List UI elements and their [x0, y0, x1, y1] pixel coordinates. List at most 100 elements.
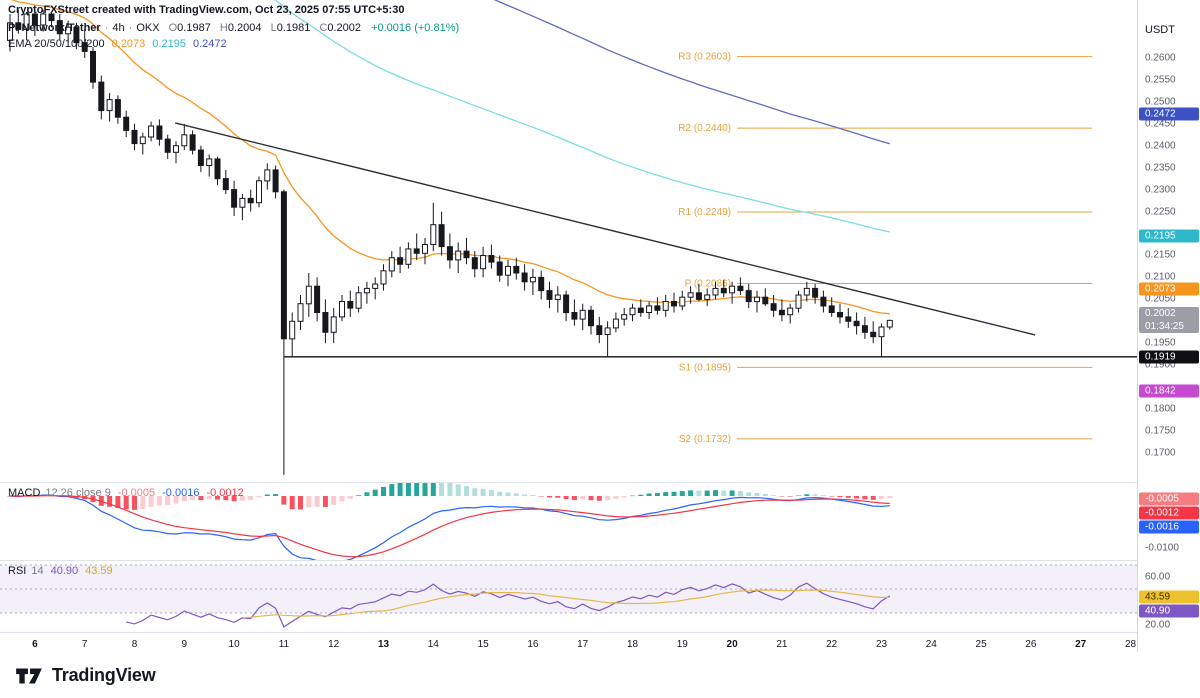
time-axis-label: 16: [527, 639, 539, 650]
time-axis-label: 6: [32, 639, 38, 650]
legend-value: 40.90: [50, 565, 79, 577]
pivot-label: R1 (0.2249): [678, 207, 731, 218]
close-key: C: [319, 22, 328, 34]
candle-countdown: 01:34:25: [1145, 321, 1184, 333]
attribution-text: CryptoFXStreet created with TradingView.…: [8, 4, 405, 16]
axis-tick-label: 60.00: [1145, 571, 1171, 583]
time-axis-label: 11: [278, 639, 290, 650]
time-axis-label: 21: [776, 639, 788, 650]
axis-tick-label: 0.2150: [1145, 249, 1176, 261]
time-axis-label: 22: [826, 639, 838, 650]
legend-value: 43.59: [85, 565, 113, 577]
tradingview-logo-icon[interactable]: [14, 661, 44, 691]
rsi-band: [0, 565, 1137, 613]
axis-tick-label: 0.2050: [1145, 293, 1176, 305]
macd-label: MACD: [8, 487, 41, 499]
interval-label[interactable]: 4h: [112, 22, 125, 34]
high-key: H: [219, 22, 228, 34]
exchange-label: OKX: [136, 22, 160, 34]
axis-tick-label: 0.2100: [1145, 271, 1176, 283]
time-axis-label: 10: [228, 639, 240, 650]
ema-mid-line: [273, 0, 890, 233]
time-axis-label: 25: [975, 639, 987, 650]
axis-badge: 0.1842: [1139, 384, 1199, 398]
legend-value: 0.2472: [192, 38, 227, 50]
pivot-label: P (0.2086): [685, 279, 732, 290]
pivot-label: R2 (0.2440): [678, 123, 731, 134]
axis-badge: -0.0016: [1139, 520, 1199, 534]
rsi-legend[interactable]: RSI 14 40.90 43.59: [8, 565, 113, 577]
time-axis-label: 15: [477, 639, 489, 650]
price-pane-canvas[interactable]: R3 (0.2603) R2 (0.2440) R1 (0.2249) P (0.20…: [0, 0, 1137, 482]
axis-badge: 0.2472: [1139, 107, 1199, 121]
legend-value: 0.2195: [152, 38, 186, 50]
price-axis[interactable]: USDT 0.2600 0.2550 0.2500 0.2450 0.2400 0.235…: [1137, 0, 1200, 652]
separator: ·: [128, 22, 133, 34]
axis-tick-label: 0.2250: [1145, 206, 1176, 218]
ema-slow-line: [493, 0, 890, 145]
axis-tick-label: 0.2450: [1145, 118, 1176, 130]
time-axis-label: 12: [328, 639, 340, 650]
rsi-line: [126, 582, 891, 628]
axis-tick-label: 0.1950: [1145, 337, 1176, 349]
axis-tick-label: 0.2350: [1145, 162, 1176, 174]
axis-badge: 0.2002 01:34:25: [1139, 307, 1199, 334]
time-axis-label: 9: [181, 639, 188, 650]
time-axis-label: 20: [726, 639, 738, 650]
low-key: L: [270, 22, 277, 34]
macd-legend[interactable]: MACD 12 26 close 9 -0.0005 -0.0016 -0.0012: [8, 487, 244, 499]
axis-badge: 0.2195: [1139, 229, 1199, 243]
macd-pane-canvas[interactable]: [0, 482, 1137, 560]
time-axis-label: 8: [131, 639, 138, 650]
symbol-title[interactable]: Pi Network/Tether: [8, 22, 101, 34]
axis-tick-label: 0.2500: [1145, 96, 1176, 108]
axis-tick-label: 0.2550: [1145, 74, 1176, 86]
open-key: O: [168, 22, 178, 34]
ema-label: EMA 20/50/100/200: [8, 38, 105, 50]
footer: TradingView: [0, 652, 1200, 698]
axis-tick-label: 0.2600: [1145, 52, 1176, 64]
pane-separator[interactable]: [0, 560, 1200, 561]
close-value: 0.2002: [327, 22, 362, 34]
time-axis-label: 7: [81, 639, 88, 650]
time-axis-label: 24: [925, 639, 937, 650]
axis-badge: 43.59: [1139, 590, 1199, 604]
axis-badge: -0.0005: [1139, 492, 1199, 506]
time-axis-label: 19: [676, 639, 688, 650]
legend-value: -0.0016: [162, 487, 200, 499]
axis-tick-label: 0.1900: [1145, 359, 1176, 371]
candlesticks: [7, 9, 893, 475]
axis-badge: 0.2073: [1139, 282, 1199, 296]
pivot-label: S1 (0.1895): [679, 362, 731, 373]
time-axis-label: 27: [1075, 639, 1087, 650]
descending-trendline[interactable]: [175, 122, 1036, 336]
rsi-label: RSI: [8, 565, 27, 577]
ema-legend[interactable]: EMA 20/50/100/200 0.2073 0.2195 0.2472: [8, 38, 227, 50]
time-axis-label: 26: [1025, 639, 1037, 650]
time-axis-label: 18: [626, 639, 639, 650]
axis-badge: 40.90: [1139, 604, 1199, 618]
legend-value: -0.0005: [117, 487, 156, 499]
change-value: +0.0016 (+0.81%): [371, 22, 460, 34]
axis-badge: -0.0012: [1139, 506, 1199, 520]
rsi-pane-canvas[interactable]: [0, 560, 1137, 632]
symbol-legend[interactable]: Pi Network/Tether · 4h · OKX O0.1987 H0.2004…: [8, 22, 459, 34]
legend-value: -0.0012: [206, 487, 244, 499]
axis-tick-label: -0.0100: [1145, 542, 1179, 554]
brand-wordmark[interactable]: TradingView: [52, 665, 156, 685]
pivot-label: S2 (0.1732): [679, 434, 731, 445]
time-axis-separator: [0, 632, 1200, 633]
macd-line: [9, 494, 890, 560]
rsi-values: 40.90 43.59: [44, 565, 113, 577]
axis-tick-label: 20.00: [1145, 619, 1171, 631]
macd-values: -0.0005 -0.0016 -0.0012: [111, 487, 244, 499]
pivot-label: R3 (0.2603): [678, 52, 731, 63]
axis-tick-label: 0.1750: [1145, 425, 1176, 437]
ema-values: 0.2073 0.2195 0.2472: [105, 38, 227, 50]
axis-tick-label: 0.2400: [1145, 140, 1176, 152]
pane-separator[interactable]: [0, 482, 1200, 483]
low-value: 0.1981: [276, 22, 311, 34]
axis-tick-label: 0.2300: [1145, 184, 1176, 196]
axis-tick-label: 0.1800: [1145, 403, 1176, 415]
